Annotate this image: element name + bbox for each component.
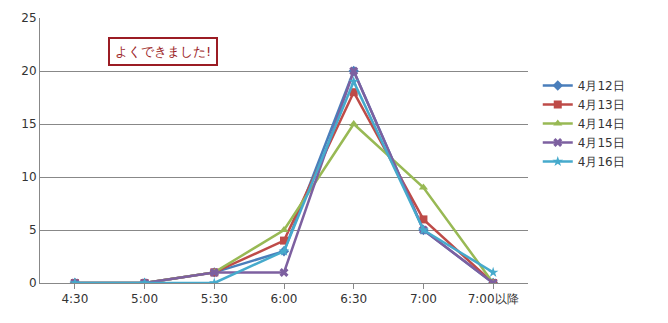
- svg-text:15: 15: [21, 117, 36, 131]
- svg-text:6:30: 6:30: [340, 292, 367, 306]
- svg-text:4月16日: 4月16日: [578, 155, 625, 169]
- svg-text:20: 20: [21, 64, 36, 78]
- svg-text:よくできました!: よくできました!: [115, 44, 211, 59]
- svg-text:4:30: 4:30: [61, 292, 88, 306]
- svg-text:5:30: 5:30: [201, 292, 228, 306]
- svg-text:10: 10: [21, 170, 36, 184]
- svg-text:5: 5: [29, 223, 37, 237]
- svg-text:4月15日: 4月15日: [578, 136, 625, 150]
- svg-text:6:00: 6:00: [271, 292, 298, 306]
- svg-text:7:00以降: 7:00以降: [468, 292, 519, 306]
- svg-text:4月12日: 4月12日: [578, 79, 625, 93]
- svg-text:4月13日: 4月13日: [578, 98, 625, 112]
- svg-text:4月14日: 4月14日: [578, 117, 625, 131]
- svg-text:7:00: 7:00: [410, 292, 437, 306]
- svg-text:0: 0: [29, 276, 37, 290]
- svg-text:5:00: 5:00: [131, 292, 158, 306]
- svg-text:25: 25: [21, 11, 36, 25]
